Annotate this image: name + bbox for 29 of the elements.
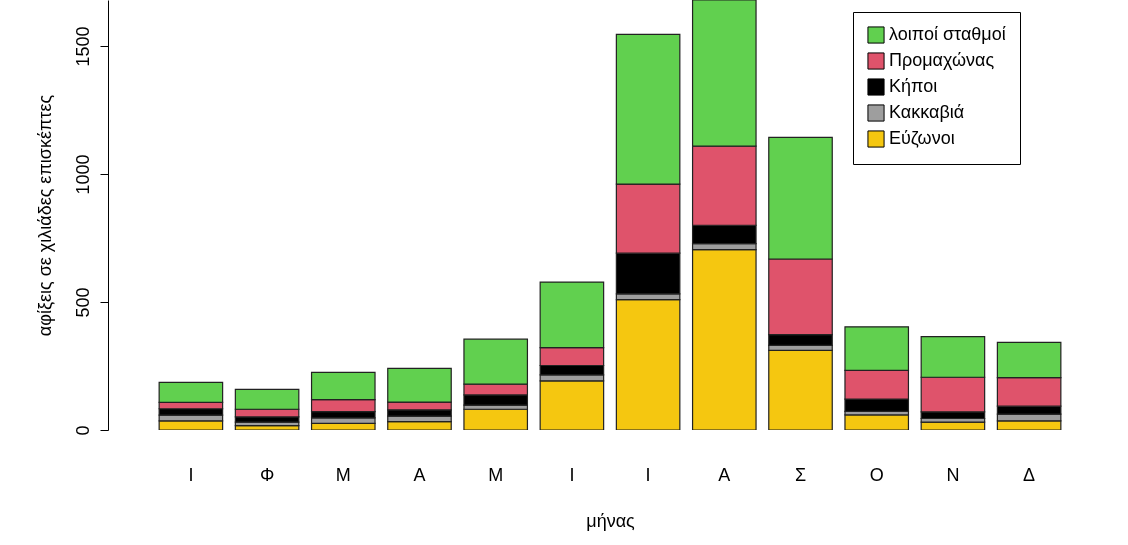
x-tick-label: Ι — [188, 464, 194, 485]
x-tick-label: Ο — [869, 464, 884, 485]
x-tick-label: Α — [718, 464, 731, 485]
x-tick-label: Σ — [794, 464, 807, 485]
y-axis-title: αφίξεις σε χιλιάδες επισκέπτες — [34, 94, 55, 337]
y-tick-label: 1000 — [72, 154, 93, 195]
x-tick-label: Ν — [946, 464, 960, 485]
legend-label: Προμαχώνας — [889, 50, 995, 70]
x-tick-label: Ι — [569, 464, 575, 485]
bar — [844, 414, 910, 430]
bar — [691, 248, 757, 430]
legend-label: Κακκαβιά — [889, 102, 965, 122]
x-tick-label: Μ — [488, 464, 504, 485]
x-tick-label: Α — [413, 464, 426, 485]
bar — [768, 349, 833, 430]
x-axis-title: μήνας — [586, 510, 636, 531]
x-tick-label: Ι — [645, 464, 651, 485]
y-tick-label: 1500 — [72, 26, 93, 67]
legend-label: λοιποί σταθμοί — [889, 24, 1006, 44]
bar — [463, 408, 529, 430]
legend-label: Εύζωνοι — [889, 128, 955, 148]
x-tick-label: Μ — [335, 464, 351, 485]
y-tick-label: 500 — [72, 287, 93, 318]
x-tick-label: Δ — [1023, 464, 1036, 485]
y-tick-label: 0 — [72, 425, 93, 436]
x-tick-label: Φ — [259, 464, 275, 485]
legend-label: Κήποι — [889, 76, 938, 96]
bar — [158, 420, 224, 430]
bar — [539, 380, 605, 430]
